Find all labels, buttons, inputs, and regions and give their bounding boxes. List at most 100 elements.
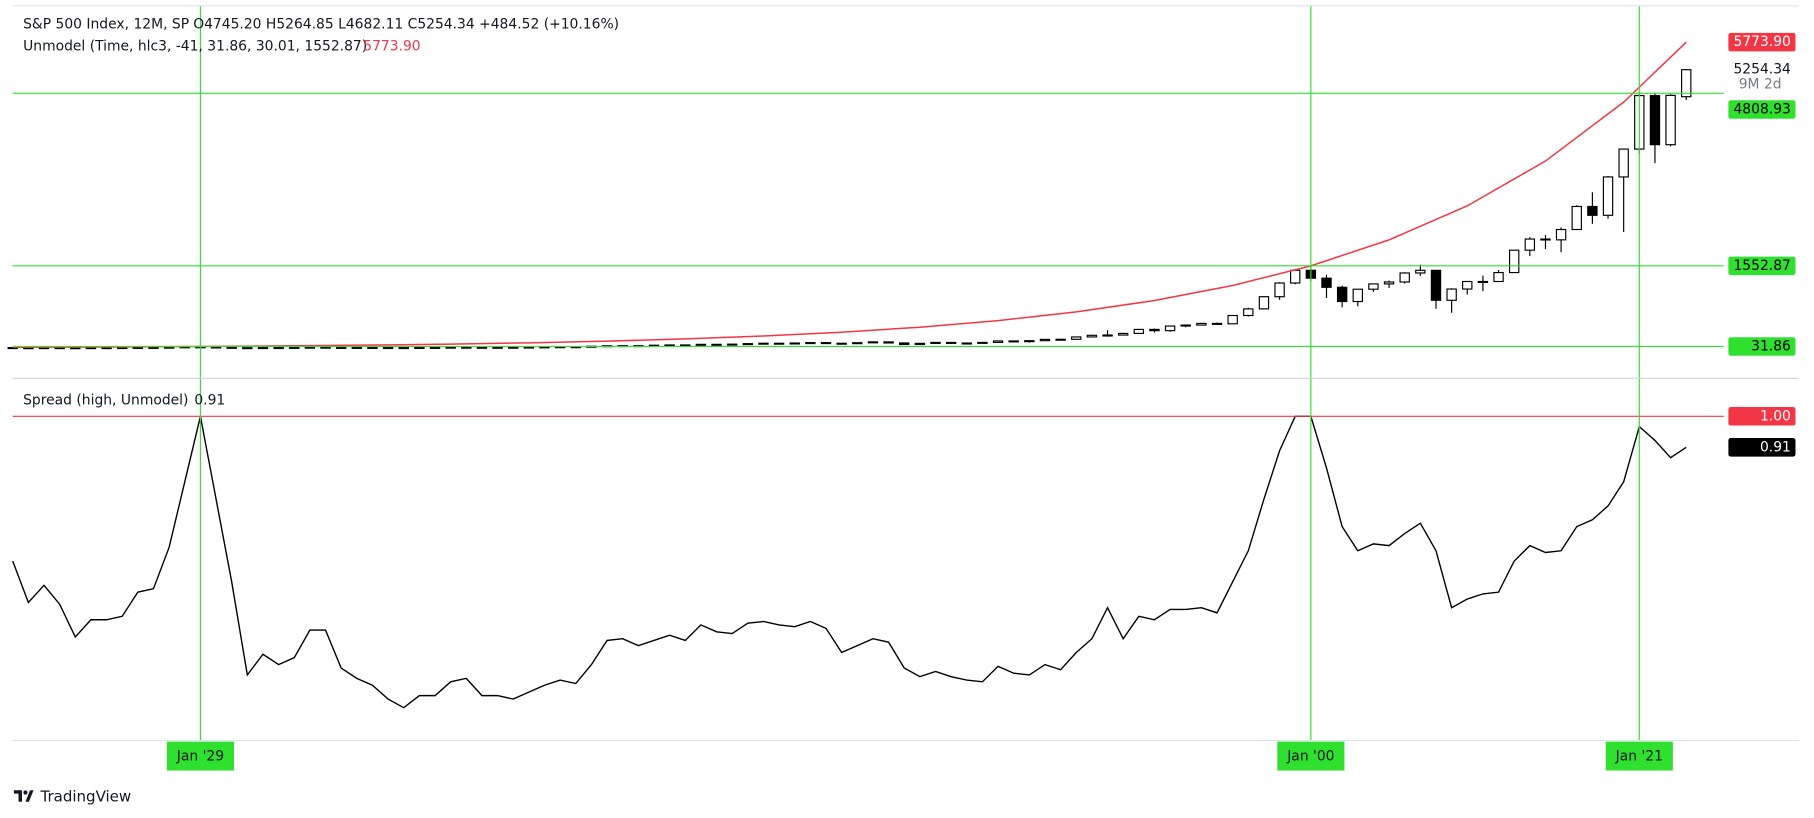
ohlc-legend: O4745.20 H5264.85 L4682.11 C5254.34 +484…: [193, 16, 619, 32]
time-label-bg: [1605, 741, 1673, 771]
candle-body: [992, 340, 1004, 343]
close-label: 5254.34: [1733, 62, 1791, 78]
candle-body: [805, 342, 816, 345]
candle-body: [492, 346, 503, 349]
candle-body: [85, 347, 97, 350]
candle-body: [1462, 280, 1473, 290]
candle-body: [1039, 338, 1051, 342]
candle-body: [1430, 269, 1442, 301]
candle-body: [1290, 269, 1301, 284]
indicator-value: 5773.90: [363, 38, 420, 54]
candle-body: [1383, 281, 1395, 285]
candle-body: [867, 341, 879, 344]
candle-body: [1587, 205, 1598, 216]
candle-body: [930, 341, 941, 344]
candle-body: [1477, 280, 1489, 284]
candle-body: [1618, 148, 1629, 178]
candle-body: [1243, 308, 1254, 317]
logo-icon: [25, 790, 34, 802]
candle-body: [1321, 277, 1332, 288]
candle-body: [1649, 95, 1661, 146]
candle-body: [961, 342, 972, 345]
overlay: [12, 5, 1724, 741]
indicator-name: Unmodel (Time, hlc3, -41, 31.86, 30.01, …: [23, 38, 367, 54]
pane-value: 0.91: [194, 392, 225, 408]
candle-body: [1555, 228, 1567, 241]
time-label: Jan '29: [176, 749, 224, 765]
candle-body: [242, 347, 253, 350]
candle-body: [1071, 336, 1082, 340]
candle-body: [461, 346, 472, 349]
candle-body: [820, 342, 832, 345]
candle-body: [414, 346, 425, 350]
countdown: 9M 2d: [1739, 77, 1782, 93]
candle-body: [711, 343, 722, 346]
candle-body: [726, 343, 738, 346]
candle-body: [1571, 205, 1582, 231]
candle-body: [1258, 296, 1270, 310]
candle-body: [398, 347, 409, 350]
candle-body: [1102, 334, 1113, 337]
candle-body: [1352, 288, 1363, 303]
candle-body: [1665, 94, 1676, 146]
candle-body: [476, 346, 488, 349]
candle-body: [758, 342, 769, 345]
candle-body: [1024, 340, 1035, 343]
price-line-label-bg: [1728, 256, 1796, 276]
price-line-label: 1552.87: [1733, 258, 1790, 274]
candle-body: [1149, 328, 1160, 332]
candle-body: [977, 341, 988, 344]
candle-body: [257, 347, 269, 350]
level-label-bg: [1728, 407, 1796, 426]
candle-body: [1196, 322, 1207, 326]
candle-body: [367, 346, 378, 349]
candle-body: [132, 346, 144, 349]
time-label-bg: [1277, 741, 1345, 771]
candle-body: [1227, 314, 1238, 325]
price-line-label-bg: [1728, 337, 1796, 356]
logo-icon: [23, 790, 28, 795]
candle-body: [742, 343, 754, 346]
time-label: Jan '00: [1286, 749, 1334, 765]
candle-body: [210, 346, 222, 349]
candle-body: [1602, 176, 1614, 216]
candle-body: [945, 341, 957, 344]
logo-icon: [13, 790, 22, 802]
candle-body: [789, 342, 800, 345]
price-line-label: 31.86: [1751, 338, 1791, 354]
candle-body: [304, 346, 316, 349]
candle-body: [1274, 282, 1285, 298]
candle-body: [1336, 286, 1348, 303]
candle-body: [1055, 338, 1066, 341]
model-last-label-bg: [1728, 32, 1796, 52]
candle-body: [1180, 324, 1191, 327]
level-label: 1.00: [1760, 408, 1791, 424]
candle-body: [680, 344, 691, 347]
candle-body: [445, 346, 456, 349]
candle-body: [1415, 269, 1426, 274]
model-last-label: 5773.90: [1733, 34, 1790, 50]
candle-body: [836, 342, 847, 345]
brand-logo: TradingView: [13, 788, 131, 806]
candle-body: [1508, 249, 1520, 274]
pane-title: Spread (high, Unmodel): [23, 392, 188, 408]
candle-body: [883, 341, 894, 344]
candle-body: [1164, 325, 1176, 332]
candle-body: [1540, 238, 1551, 241]
candle-body: [1681, 69, 1692, 98]
candle-body: [70, 347, 81, 350]
spread-last-label: 0.91: [1760, 439, 1791, 455]
candle-body: [852, 342, 863, 345]
price-line-label-bg: [1728, 100, 1796, 119]
candle-body: [523, 346, 535, 349]
candle-body: [1117, 332, 1129, 336]
candle-body: [273, 347, 284, 350]
time-label-bg: [166, 741, 234, 771]
candle-body: [382, 346, 394, 350]
candle-body: [899, 342, 910, 346]
candle-body: [695, 343, 707, 346]
candle-body: [1211, 322, 1223, 325]
